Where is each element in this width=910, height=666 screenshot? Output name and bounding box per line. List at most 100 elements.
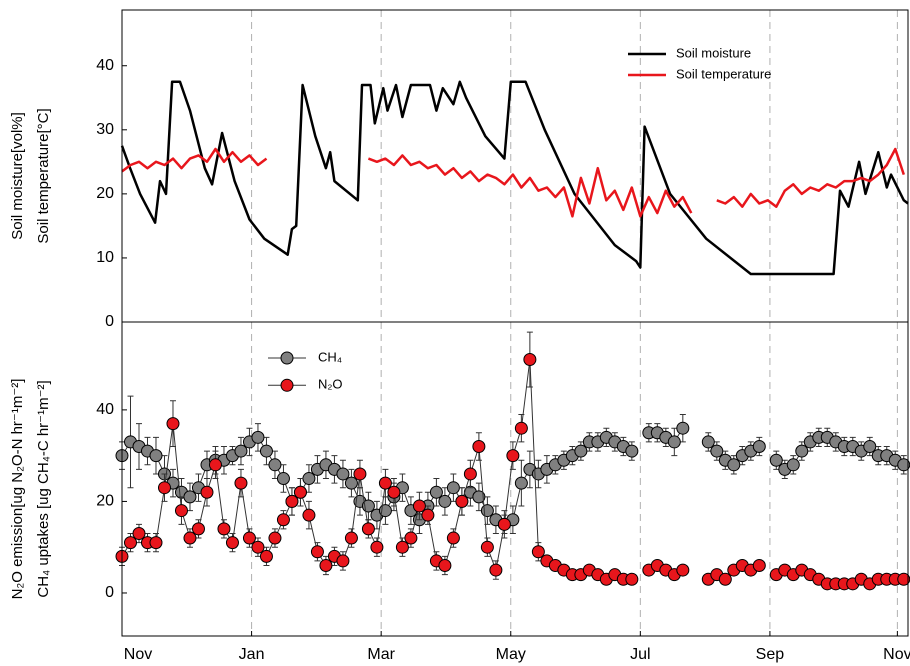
- data-point: [625, 572, 639, 586]
- data-point: [251, 540, 265, 554]
- y-axis-label: Soil moisture[vol%]: [9, 112, 26, 240]
- data-point: [344, 531, 358, 545]
- data-point: [183, 490, 197, 504]
- x-tick-label: Jan: [239, 646, 265, 663]
- data-point: [157, 481, 171, 495]
- x-tick-label: May: [496, 646, 526, 663]
- data-point: [676, 421, 690, 435]
- y-tick-label: 40: [96, 57, 114, 74]
- data-point: [395, 540, 409, 554]
- data-point: [336, 467, 350, 481]
- data-point: [506, 449, 520, 463]
- data-point: [387, 485, 401, 499]
- data-point: [421, 508, 435, 522]
- data-point: [378, 476, 392, 490]
- y-tick-label: 0: [105, 313, 114, 330]
- data-point: [752, 559, 766, 573]
- data-point: [769, 453, 783, 467]
- data-point: [795, 444, 809, 458]
- data-point: [463, 467, 477, 481]
- data-point: [531, 545, 545, 559]
- plot-frame: [121, 321, 909, 637]
- data-point: [302, 472, 316, 486]
- data-point: [336, 554, 350, 568]
- x-tick-label: Sep: [756, 646, 785, 663]
- data-point: [472, 490, 486, 504]
- data-point: [727, 458, 741, 472]
- data-point: [718, 572, 732, 586]
- data-point: [361, 522, 375, 536]
- y-tick-label: 30: [96, 121, 114, 138]
- data-point: [225, 536, 239, 550]
- data-point: [268, 458, 282, 472]
- legend-label: Soil temperature: [676, 66, 771, 81]
- data-point: [259, 444, 273, 458]
- x-tick-label: Nov: [883, 646, 910, 663]
- data-point: [276, 472, 290, 486]
- data-point: [523, 353, 537, 367]
- legend-marker: [280, 351, 294, 365]
- y-axis-label: Soil temperature[°C]: [35, 108, 52, 243]
- data-point: [353, 467, 367, 481]
- data-point: [149, 536, 163, 550]
- data-point: [234, 476, 248, 490]
- y-tick-label: 20: [96, 185, 114, 202]
- data-point: [208, 458, 222, 472]
- data-point: [446, 481, 460, 495]
- data-point: [310, 545, 324, 559]
- data-point: [234, 444, 248, 458]
- data-point: [268, 531, 282, 545]
- x-tick-label: Nov: [124, 646, 152, 663]
- legend-label: CH₄: [318, 349, 342, 364]
- data-point: [446, 531, 460, 545]
- legend-label: N₂O: [318, 377, 343, 392]
- data-point: [132, 526, 146, 540]
- data-point: [276, 513, 290, 527]
- data-point: [166, 417, 180, 431]
- y-tick-label: 40: [96, 401, 114, 418]
- data-point: [251, 430, 265, 444]
- data-point: [412, 499, 426, 513]
- data-point: [183, 531, 197, 545]
- legend-label: Soil moisture: [676, 45, 751, 60]
- data-point: [786, 458, 800, 472]
- data-point: [370, 540, 384, 554]
- data-point: [472, 440, 486, 454]
- x-tick-label: Mar: [367, 646, 395, 663]
- data-point: [149, 449, 163, 463]
- data-point: [404, 531, 418, 545]
- y-axis-label: N₂O emission[ug N₂O-N hr⁻¹m⁻²]: [9, 379, 26, 600]
- data-point: [217, 522, 231, 536]
- data-point: [497, 517, 511, 531]
- x-tick-label: Jul: [630, 646, 650, 663]
- data-point: [514, 476, 528, 490]
- data-point: [344, 476, 358, 490]
- data-point: [242, 531, 256, 545]
- data-point: [480, 504, 494, 518]
- data-point: [710, 444, 724, 458]
- data-point: [455, 494, 469, 508]
- legend-marker: [280, 378, 294, 392]
- data-point: [191, 522, 205, 536]
- data-point: [489, 563, 503, 577]
- data-point: [285, 494, 299, 508]
- data-point: [574, 444, 588, 458]
- y-tick-label: 20: [96, 493, 114, 510]
- data-point: [293, 485, 307, 499]
- data-point: [123, 536, 137, 550]
- data-point: [259, 549, 273, 563]
- data-point: [438, 559, 452, 573]
- data-point: [514, 421, 528, 435]
- y-axis-label: CH₄ uptakes [ug CH₄-C hr⁻¹m⁻²]: [35, 380, 52, 597]
- data-point: [319, 559, 333, 573]
- data-point: [480, 540, 494, 554]
- data-point: [302, 508, 316, 522]
- data-point: [200, 485, 214, 499]
- data-point: [752, 440, 766, 454]
- data-point: [701, 435, 715, 449]
- y-tick-label: 0: [105, 584, 114, 601]
- data-point: [667, 435, 681, 449]
- series-line: [120, 80, 909, 276]
- data-point: [625, 444, 639, 458]
